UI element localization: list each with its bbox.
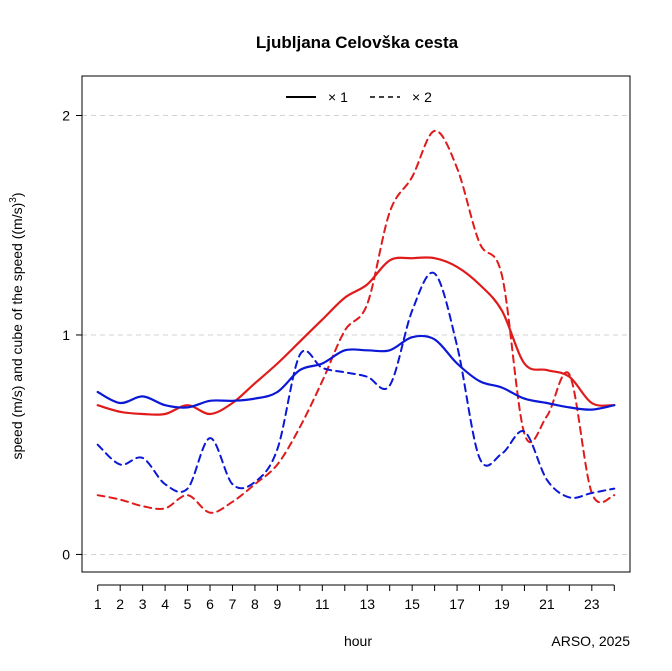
- x-tick-label: 19: [494, 596, 510, 612]
- series-line-1: [96, 256, 616, 416]
- y-axis-label-exponent: 3: [8, 197, 19, 203]
- series-line-4: [96, 271, 616, 499]
- chart-title: Ljubljana Celovška cesta: [256, 33, 459, 52]
- x-tick-label: 1: [94, 596, 102, 612]
- y-axis-label: speed (m/s) and cube of the speed ((m/s)…: [8, 192, 25, 459]
- x-tick-label: 13: [359, 596, 375, 612]
- x-tick-label: 15: [404, 596, 420, 612]
- x-tick-label: 2: [116, 596, 124, 612]
- x-tick-label: 7: [229, 596, 237, 612]
- series-line-3: [96, 334, 616, 411]
- x-tick-label: 11: [315, 596, 330, 612]
- grid-lines: [82, 115, 630, 555]
- x-tick-label: 9: [273, 596, 281, 612]
- x-tick-label: 8: [251, 596, 259, 612]
- y-tick-label: 2: [62, 108, 70, 124]
- legend-label-2: × 2: [412, 89, 432, 105]
- y-tick-label: 1: [62, 327, 70, 343]
- x-tick-label: 6: [206, 596, 214, 612]
- y-axis: 0 1 2: [62, 108, 82, 562]
- x-tick-label: 5: [184, 596, 192, 612]
- x-tick-label: 23: [584, 596, 600, 612]
- y-axis-label-tail: ): [9, 192, 25, 197]
- legend-label-1: × 1: [328, 89, 348, 105]
- x-tick-label: 21: [539, 596, 555, 612]
- x-tick-label: 17: [449, 596, 465, 612]
- y-axis-label-main: speed (m/s) and cube of the speed ((m/s): [9, 203, 25, 460]
- series-line-2: [96, 129, 616, 514]
- x-tick-label: 4: [161, 596, 169, 612]
- x-tick-label: 3: [139, 596, 147, 612]
- x-axis-label: hour: [344, 633, 372, 649]
- legend: × 1 × 2: [286, 89, 432, 105]
- credit-text: ARSO, 2025: [551, 633, 630, 649]
- x-axis: 1 2 3 4 5 6 7 8 9 11 13 15 17 19 21 23: [94, 584, 615, 612]
- y-tick-label: 0: [62, 546, 70, 562]
- plot-series: [96, 129, 616, 514]
- plot-frame: [81, 75, 631, 573]
